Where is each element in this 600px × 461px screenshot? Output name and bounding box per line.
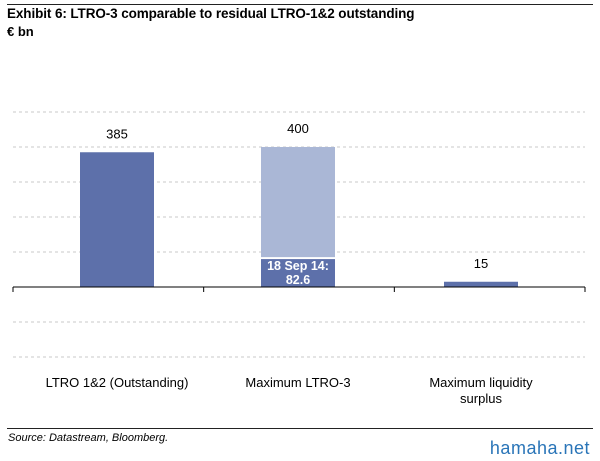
segment-label: 18 Sep 14: — [267, 259, 329, 273]
chart-title: Exhibit 6: LTRO-3 comparable to residual… — [7, 6, 415, 21]
category-label: surplus — [460, 391, 502, 406]
bar-2 — [444, 281, 518, 287]
watermark: hamaha.net — [489, 438, 590, 458]
data-label: 400 — [287, 121, 309, 136]
data-label: 385 — [106, 126, 128, 141]
bar-0 — [80, 152, 154, 287]
category-label: Maximum liquidity — [429, 375, 533, 390]
segment-label: 82.6 — [286, 273, 310, 287]
bar-chart: 385 LTRO 1&2 (Outstanding) 18 Sep 14:82.6 4… — [12, 111, 586, 406]
bar-maximum-ltro3-remaining — [261, 147, 335, 259]
data-label: 15 — [474, 256, 488, 271]
category-label: LTRO 1&2 (Outstanding) — [46, 375, 189, 390]
bar-segment-18sep14 — [261, 259, 335, 287]
source-note: Source: Datastream, Bloomberg. — [8, 432, 169, 444]
unit-label: € bn — [7, 24, 34, 39]
bottom-rule — [7, 428, 593, 429]
category-label: Maximum LTRO-3 — [245, 375, 350, 390]
top-rule — [7, 4, 593, 5]
